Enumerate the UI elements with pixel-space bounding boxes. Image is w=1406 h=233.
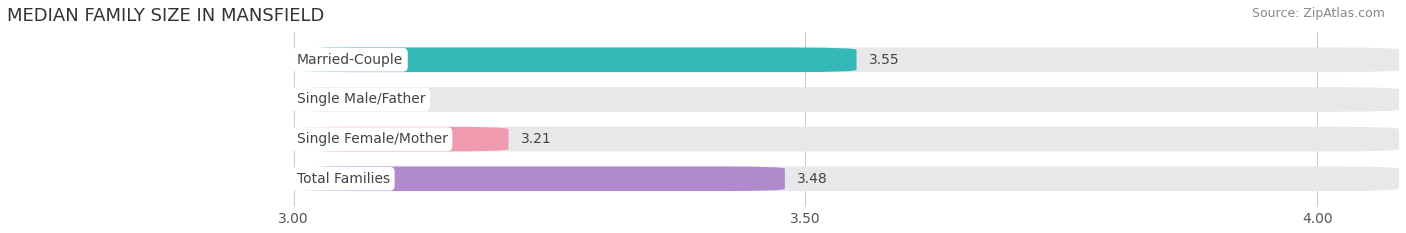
Text: Single Female/Mother: Single Female/Mother — [297, 132, 447, 146]
FancyBboxPatch shape — [294, 87, 354, 112]
Text: MEDIAN FAMILY SIZE IN MANSFIELD: MEDIAN FAMILY SIZE IN MANSFIELD — [7, 7, 325, 25]
Text: Single Male/Father: Single Male/Father — [297, 93, 425, 106]
FancyBboxPatch shape — [294, 127, 509, 151]
FancyBboxPatch shape — [294, 87, 1399, 112]
FancyBboxPatch shape — [294, 48, 856, 72]
Text: Total Families: Total Families — [297, 172, 389, 186]
Text: 3.21: 3.21 — [520, 132, 551, 146]
FancyBboxPatch shape — [294, 127, 1399, 151]
Text: 3.48: 3.48 — [797, 172, 828, 186]
Text: 3.55: 3.55 — [869, 53, 900, 67]
FancyBboxPatch shape — [294, 48, 1399, 72]
Text: Married-Couple: Married-Couple — [297, 53, 404, 67]
FancyBboxPatch shape — [294, 166, 785, 191]
FancyBboxPatch shape — [294, 166, 1399, 191]
Text: 3.06: 3.06 — [367, 93, 398, 106]
Text: Source: ZipAtlas.com: Source: ZipAtlas.com — [1251, 7, 1385, 20]
